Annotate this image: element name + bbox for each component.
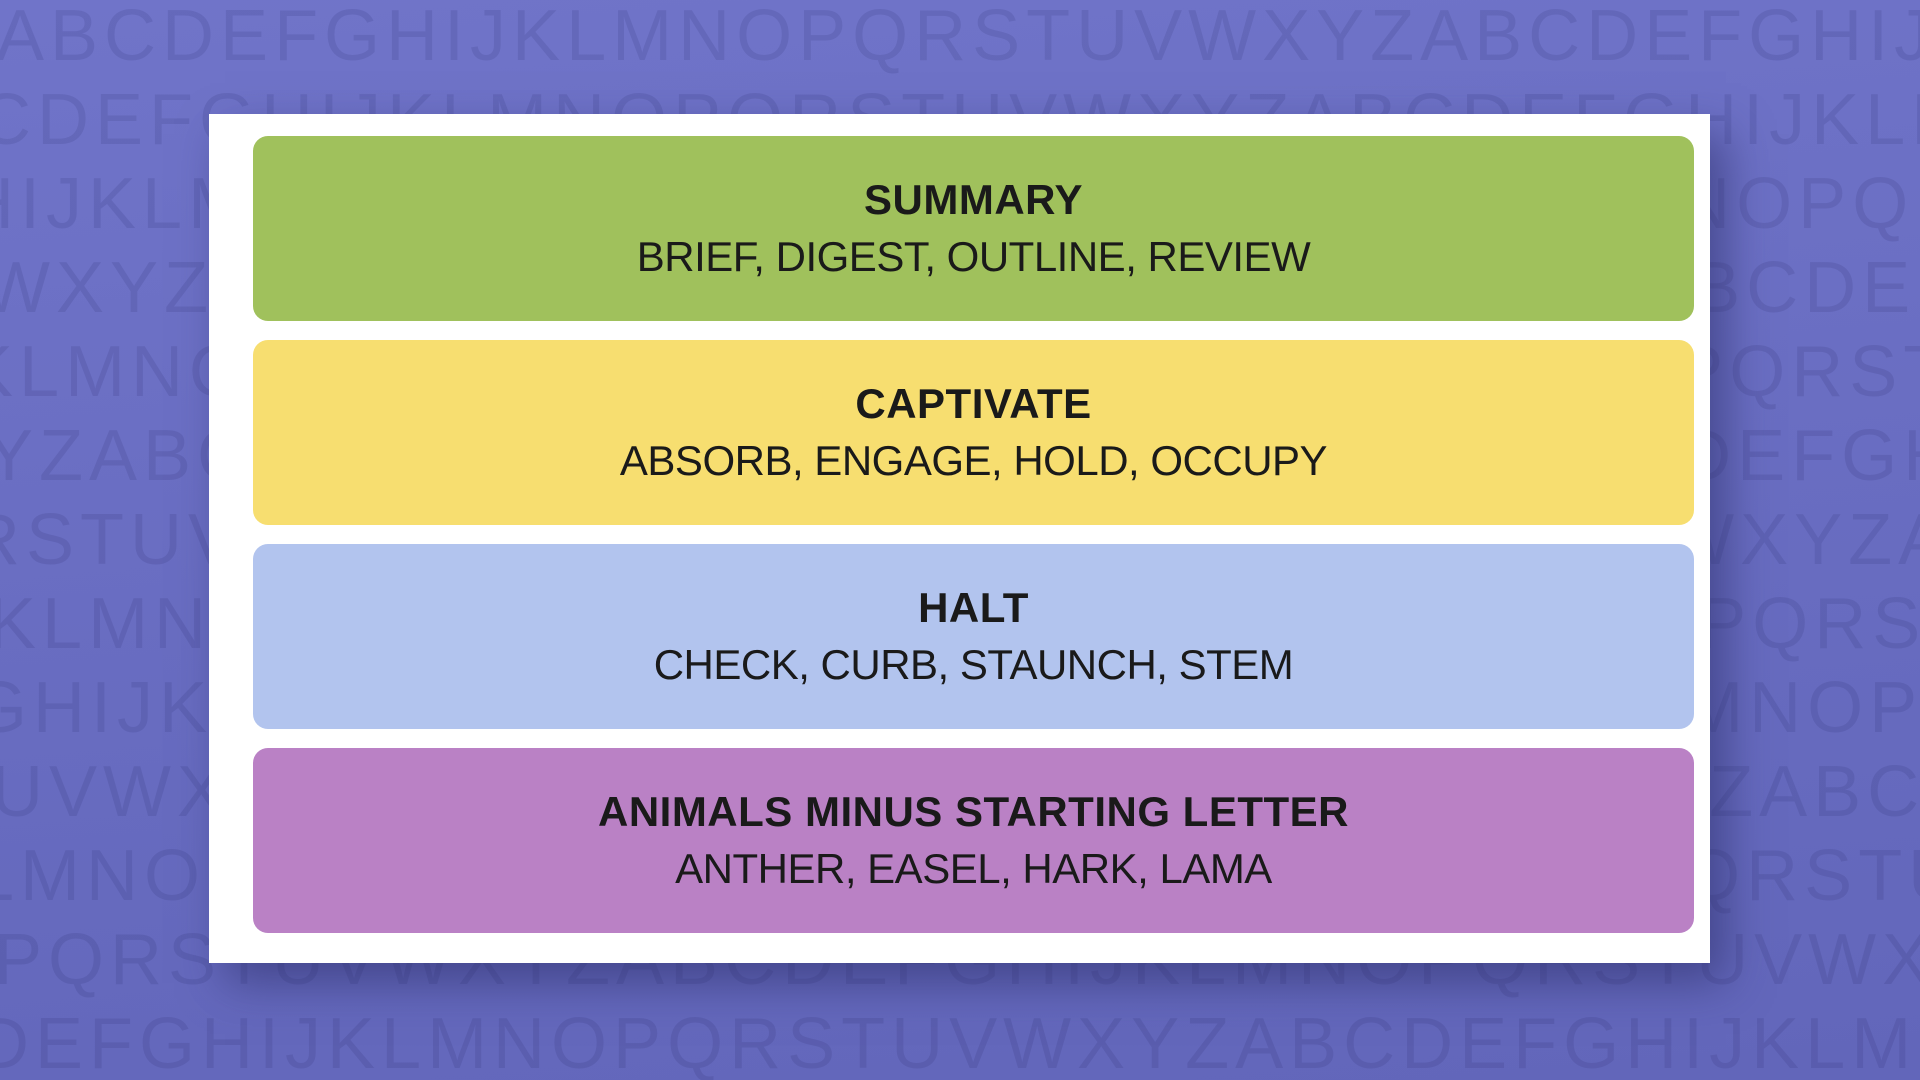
group-title: HALT bbox=[918, 583, 1029, 631]
group-title: ANIMALS MINUS STARTING LETTER bbox=[597, 787, 1350, 835]
group-animals-minus-starting-letter: ANIMALS MINUS STARTING LETTER ANTHER, EA… bbox=[253, 748, 1694, 933]
group-words: CHECK, CURB, STAUNCH, STEM bbox=[653, 641, 1294, 688]
letter-row: DEFGHIJKLMNOPQRSTUVWXYZABCDEFGHIJKLMNOPQ bbox=[0, 1004, 1920, 1080]
group-words: ANTHER, EASEL, HARK, LAMA bbox=[675, 845, 1272, 892]
group-summary: SUMMARY BRIEF, DIGEST, OUTLINE, REVIEW bbox=[253, 136, 1694, 321]
letter-row: ABCDEFGHIJKLMNOPQRSTUVWXYZABCDEFGHIJKLMN bbox=[0, 0, 1920, 76]
group-title: CAPTIVATE bbox=[855, 379, 1092, 427]
group-words: BRIEF, DIGEST, OUTLINE, REVIEW bbox=[636, 233, 1311, 280]
group-halt: HALT CHECK, CURB, STAUNCH, STEM bbox=[253, 544, 1694, 729]
answer-groups: SUMMARY BRIEF, DIGEST, OUTLINE, REVIEW C… bbox=[253, 136, 1694, 933]
group-captivate: CAPTIVATE ABSORB, ENGAGE, HOLD, OCCUPY bbox=[253, 340, 1694, 525]
group-title: SUMMARY bbox=[864, 175, 1083, 223]
answers-card: SUMMARY BRIEF, DIGEST, OUTLINE, REVIEW C… bbox=[209, 114, 1710, 963]
group-words: ABSORB, ENGAGE, HOLD, OCCUPY bbox=[619, 437, 1328, 484]
